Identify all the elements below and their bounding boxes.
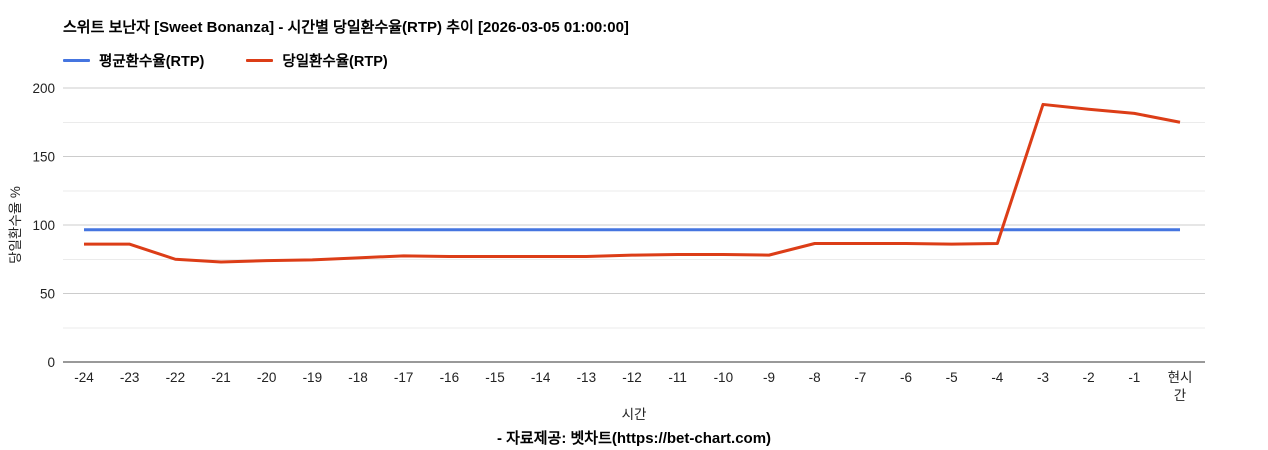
- y-tick-label: 0: [47, 355, 55, 370]
- x-tick-label: -24: [74, 370, 94, 385]
- y-tick-label: 100: [32, 218, 55, 233]
- x-tick-label: -15: [485, 370, 505, 385]
- daily-rtp-line-swatch: [246, 59, 274, 62]
- chart-legend: 평균환수율(RTP) 당일환수율(RTP): [63, 50, 388, 71]
- y-tick-label: 200: [32, 81, 55, 96]
- legend-label-average-rtp: 평균환수율(RTP): [99, 54, 205, 70]
- y-tick-label: 150: [32, 150, 55, 165]
- chart-title: 스위트 보난자 [Sweet Bonanza] - 시간별 당일환수율(RTP)…: [63, 19, 629, 36]
- legend-item-average-rtp: 평균환수율(RTP): [63, 50, 204, 71]
- y-tick-label: 50: [40, 287, 55, 302]
- x-tick-label: -22: [166, 370, 186, 385]
- x-tick-label: -14: [531, 370, 551, 385]
- x-axis-title: 시간: [621, 407, 647, 422]
- x-tick-label: -7: [854, 370, 866, 385]
- x-tick-label: -16: [440, 370, 460, 385]
- x-tick-label: -20: [257, 370, 277, 385]
- average-rtp-line-swatch: [63, 59, 90, 62]
- x-tick-label: -1: [1128, 370, 1140, 385]
- legend-item-daily-rtp: 당일환수율(RTP): [246, 50, 388, 71]
- x-tick-label: -8: [809, 370, 821, 385]
- x-tick-label: -5: [946, 370, 958, 385]
- daily-rtp-line: [84, 102, 1181, 264]
- x-tick-label: -12: [622, 370, 642, 385]
- x-tick-label: -19: [303, 370, 323, 385]
- x-tick-label: -3: [1037, 370, 1049, 385]
- x-tick-label: -2: [1083, 370, 1095, 385]
- x-tick-label: -10: [714, 370, 734, 385]
- x-tick-label: -23: [120, 370, 140, 385]
- x-tick-label: -4: [991, 370, 1003, 385]
- x-tick-label: -17: [394, 370, 414, 385]
- x-tick-label: -18: [348, 370, 368, 385]
- x-tick-label: 현시: [1168, 370, 1193, 385]
- x-tick-label: -9: [763, 370, 775, 385]
- x-tick-label: -13: [577, 370, 597, 385]
- legend-label-daily-rtp: 당일환수율(RTP): [282, 54, 388, 70]
- x-tick-label: -11: [668, 370, 687, 385]
- x-tick-label: -6: [900, 370, 912, 385]
- x-tick-label: 간: [1174, 388, 1186, 403]
- source-note: - 자료제공: 벳차트(https://bet-chart.com): [496, 430, 772, 447]
- x-tick-label: -21: [211, 370, 231, 385]
